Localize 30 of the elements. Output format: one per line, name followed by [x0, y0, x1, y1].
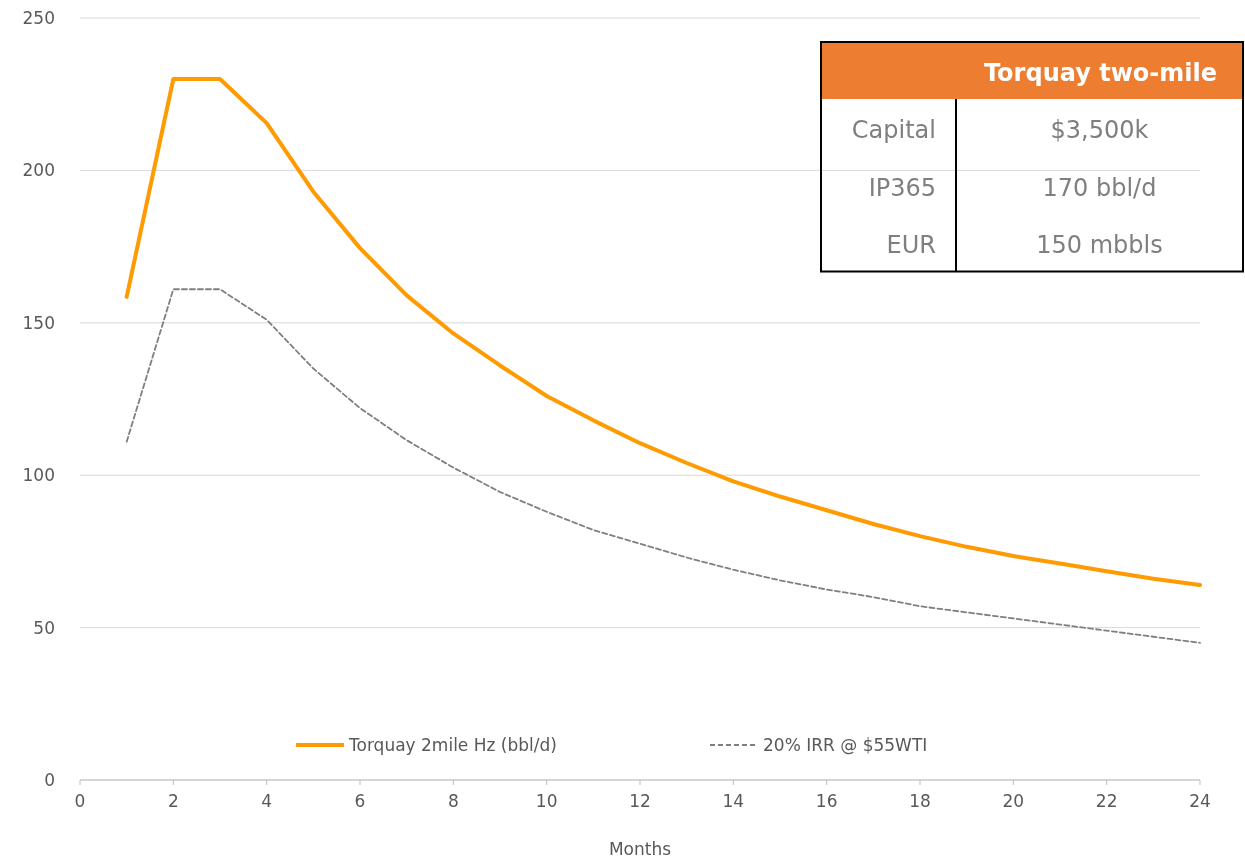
x-tick-label: 12 — [629, 791, 651, 811]
annotation: Torquay two-mile — [983, 59, 1217, 87]
x-tick-label: 16 — [815, 791, 838, 811]
y-tick-label: 250 — [22, 8, 55, 28]
x-tick-label: 20 — [1002, 791, 1025, 811]
x-tick-label: 10 — [535, 791, 558, 811]
annotation: EUR — [886, 231, 936, 259]
annotation: 170 bbl/d — [1042, 173, 1157, 202]
annotation: 150 mbbls — [1036, 231, 1163, 259]
annotation: $3,500k — [1050, 116, 1149, 144]
x-tick-label: 22 — [1095, 791, 1118, 811]
x-tick-label: 18 — [909, 791, 931, 811]
annotation: Capital — [851, 116, 936, 144]
y-tick-label: 50 — [33, 617, 55, 638]
y-tick-label: 200 — [22, 160, 55, 181]
legend-label: 20% IRR @ $55WTI — [763, 735, 928, 755]
x-tick-label: 24 — [1189, 791, 1211, 811]
x-axis-title: Months — [608, 839, 672, 859]
x-tick-label: 4 — [261, 791, 273, 811]
line-series — [125, 288, 1201, 644]
legend-label: Torquay 2mile Hz (bbl/d) — [348, 735, 557, 755]
x-tick-label: 14 — [722, 791, 745, 811]
y-tick-label: 100 — [22, 465, 55, 486]
x-tick-label: 8 — [447, 791, 459, 811]
x-tick-label: 6 — [354, 791, 366, 811]
y-tick-label: 150 — [22, 312, 55, 333]
y-tick-label: 0 — [44, 770, 55, 790]
annotation: IP365 — [868, 173, 936, 202]
x-tick-label: 0 — [74, 791, 86, 811]
x-tick-label: 2 — [167, 791, 179, 811]
